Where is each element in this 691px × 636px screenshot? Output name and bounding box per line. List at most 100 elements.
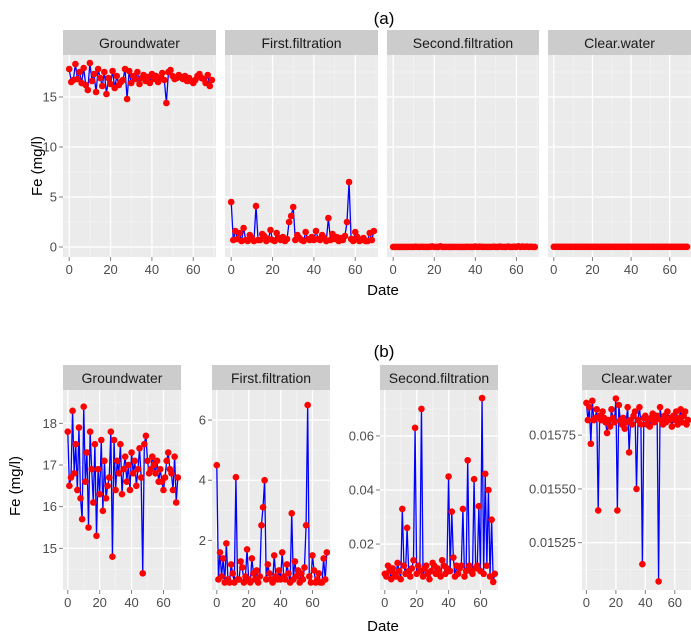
fig-a-groundwater-data-point [105, 74, 112, 82]
figure-a-ylabel: Fe (mg/l) [29, 136, 46, 196]
fig-a-first-filtration-data-point [285, 218, 293, 226]
fig-b-first-filtration-data-point [266, 570, 273, 577]
fig-a-clear-water-plot-area [548, 55, 691, 257]
fig-b-second-filtration-data-point [392, 573, 400, 580]
fig-b-clear-water-y-tick-label: 0.01575 [529, 428, 576, 443]
fig-a-first-filtration-plot-area [225, 55, 378, 257]
fig-b-groundwater-data-point [88, 465, 95, 473]
fig-b-second-filtration-data-point [426, 575, 433, 583]
fig-a-second-filtration-x-tick-label: 0 [390, 262, 397, 277]
fig-a-first-filtration-data-point [349, 237, 357, 245]
fig-b-groundwater-y-tick-label: 16 [43, 499, 57, 514]
fig-b-second-filtration-data-point [419, 573, 427, 580]
fig-a-first-filtration-data-point [267, 226, 274, 234]
fig-b-clear-water-data-point [614, 507, 621, 514]
fig-a-groundwater-data-point [109, 67, 116, 75]
fig-a-second-filtration-x-tick-label: 40 [468, 262, 482, 277]
fig-b-clear-water-data-point [664, 408, 671, 415]
fig-b-first-filtration-data-point [223, 540, 230, 547]
fig-b-first-filtration-data-point [229, 570, 237, 577]
fig-a-groundwater-data-point [204, 71, 212, 79]
fig-b-groundwater-data-point [96, 490, 103, 498]
fig-a-first-filtration-panel: First.filtration 0 20 40 60 [225, 30, 378, 277]
fig-a-groundwater-data-point [127, 79, 135, 87]
fig-b-first-filtration-y-tick-label: 4 [199, 473, 206, 488]
fig-a-first-filtration-x-tick-label: 60 [348, 262, 362, 277]
fig-b-clear-water-data-point [637, 421, 645, 428]
fig-b-first-filtration-data-point [315, 570, 323, 577]
fig-b-groundwater-data-point [149, 453, 156, 460]
fig-b-groundwater-data-point [131, 457, 139, 465]
fig-b-first-filtration-data-point [302, 522, 310, 529]
fig-b-groundwater-data-point [109, 553, 116, 560]
fig-b-second-filtration-x-tick-label: 20 [409, 595, 423, 610]
fig-b-second-filtration-data-point [438, 556, 446, 564]
fig-b-first-filtration-data-point [305, 573, 313, 580]
fig-b-second-filtration-data-point [383, 573, 390, 580]
fig-b-first-filtration-data-point [226, 579, 233, 586]
fig-b-clear-water-data-point [584, 416, 592, 424]
fig-a-groundwater-y-tick-label: 15 [43, 90, 57, 105]
fig-b-groundwater-x-tick-label: 60 [156, 595, 170, 610]
fig-b-clear-water-x-tick-label: 0 [583, 595, 590, 610]
fig-b-clear-water-data-point [599, 408, 606, 415]
fig-b-first-filtration-data-point [264, 561, 272, 568]
fig-b-groundwater-data-point [78, 515, 86, 523]
fig-a-groundwater-data-point [65, 65, 73, 73]
fig-a-first-filtration-data-point [325, 214, 332, 222]
fig-a-second-filtration-data-point [531, 243, 539, 251]
fig-b-groundwater-data-point [125, 461, 132, 469]
fig-b-first-filtration-data-point [256, 573, 264, 580]
fig-a-groundwater-panel: Groundwater 0 20 40 60 0 5 10 15 [43, 30, 216, 277]
fig-a-groundwater-data-point [113, 72, 121, 80]
fig-b-clear-water-data-point [684, 416, 691, 424]
fig-a-clear-water-x-tick-label: 20 [585, 262, 599, 277]
fig-b-second-filtration-data-point [399, 505, 406, 513]
fig-b-first-filtration-data-point [307, 579, 315, 586]
fig-b-second-filtration-data-point [418, 405, 425, 413]
fig-b-first-filtration-data-point [304, 401, 311, 409]
fig-b-groundwater-data-point [90, 499, 97, 506]
fig-b-second-filtration-plot-content [380, 390, 498, 590]
fig-b-second-filtration-data-point [446, 567, 454, 575]
fig-b-first-filtration-data-point [259, 503, 267, 511]
fig-b-first-filtration-data-point [275, 567, 283, 574]
fig-b-groundwater-data-point [168, 470, 175, 477]
fig-b-second-filtration-strip-label: Second.filtration [389, 370, 489, 386]
fig-b-second-filtration-data-point [481, 470, 489, 478]
fig-b-second-filtration-data-point [384, 562, 392, 569]
fig-a-groundwater-data-point [96, 74, 104, 82]
fig-a-first-filtration-data-point [343, 218, 351, 226]
fig-b-second-filtration-data-point [454, 570, 462, 578]
fig-a-groundwater-x-tick-label: 0 [66, 262, 73, 277]
fig-b-groundwater-data-point [134, 465, 142, 473]
fig-b-groundwater-data-point [120, 465, 127, 473]
fig-b-second-filtration-data-point [416, 567, 424, 575]
fig-a-second-filtration-plot-content [387, 55, 539, 257]
fig-b-first-filtration-data-point [254, 579, 262, 586]
fig-b-groundwater-data-point [172, 499, 180, 506]
fig-b-clear-water-x-tick-label: 20 [609, 595, 623, 610]
fig-a-groundwater-data-point [98, 82, 106, 90]
fig-a-groundwater-x-tick-label: 40 [145, 262, 159, 277]
fig-b-groundwater-data-point [141, 440, 148, 448]
fig-b-clear-water-panel: Clear.water 0 20 40 60 0.01525 0.01550 0.01575 [529, 365, 691, 610]
fig-b-clear-water-data-point [639, 560, 646, 568]
fig-b-first-filtration-data-point [323, 549, 330, 556]
fig-b-groundwater-data-point [160, 486, 167, 494]
fig-a-second-filtration-strip [387, 30, 539, 55]
fig-b-clear-water-data-point [653, 412, 661, 420]
fig-b-groundwater-data-point [144, 457, 151, 465]
fig-b-second-filtration-data-point [489, 578, 497, 586]
fig-a-second-filtration-panel: Second.filtration 0 20 40 60 [387, 30, 539, 277]
fig-a-clear-water-plot-content [548, 55, 691, 257]
fig-b-groundwater-data-point [105, 474, 113, 481]
figure-b-xlabel: Date [367, 618, 399, 635]
fig-b-groundwater-data-point [99, 507, 107, 515]
fig-a-first-filtration-data-point [256, 236, 264, 244]
fig-b-first-filtration-data-point [288, 510, 296, 517]
fig-b-second-filtration-data-point [445, 473, 452, 480]
fig-b-groundwater-data-point [83, 449, 91, 456]
figure-a-xlabel: Date [367, 282, 399, 299]
fig-a-groundwater-data-point [84, 86, 92, 94]
